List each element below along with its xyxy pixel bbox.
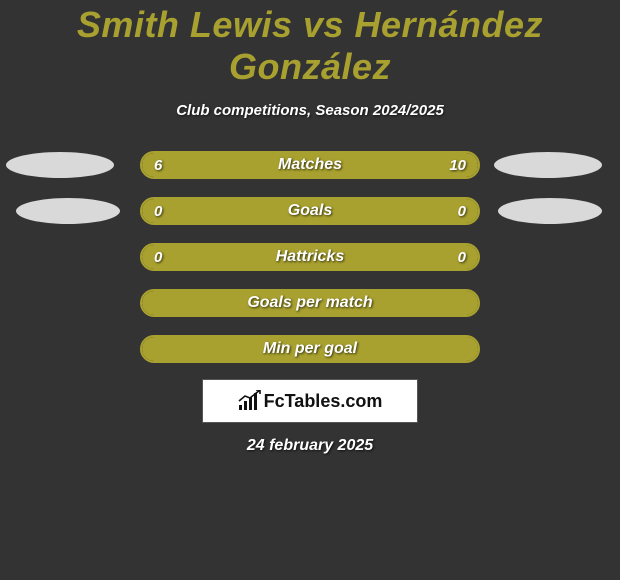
stat-bar: 610Matches [140,151,480,179]
player-oval-right [494,152,602,178]
stat-label: Matches [142,156,478,174]
date-text: 24 february 2025 [247,437,373,455]
subtitle: Club competitions, Season 2024/2025 [176,102,444,119]
stat-label: Min per goal [142,340,478,358]
logo-box: FcTables.com [202,379,418,423]
player-oval-right [498,198,602,224]
stat-row: 00Goals [0,197,620,225]
page-title: Smith Lewis vs Hernández González [0,4,620,88]
player-oval-left [16,198,120,224]
stat-label: Goals [142,202,478,220]
stat-bar: 00Hattricks [140,243,480,271]
stat-bar: 00Goals [140,197,480,225]
stat-row: Min per goal [0,335,620,363]
stat-bar: Min per goal [140,335,480,363]
stat-rows: 610Matches 00Goals 00Hattricks Goals per ma… [0,151,620,363]
stat-row: Goals per match [0,289,620,317]
stat-row: 610Matches [0,151,620,179]
logo-text: FcTables.com [264,391,383,412]
stat-bar: Goals per match [140,289,480,317]
stat-row: 00Hattricks [0,243,620,271]
bar-chart-icon [238,392,260,410]
stat-label: Hattricks [142,248,478,266]
stat-label: Goals per match [142,294,478,312]
infographic-container: Smith Lewis vs Hernández González Club c… [0,0,620,455]
player-oval-left [6,152,114,178]
